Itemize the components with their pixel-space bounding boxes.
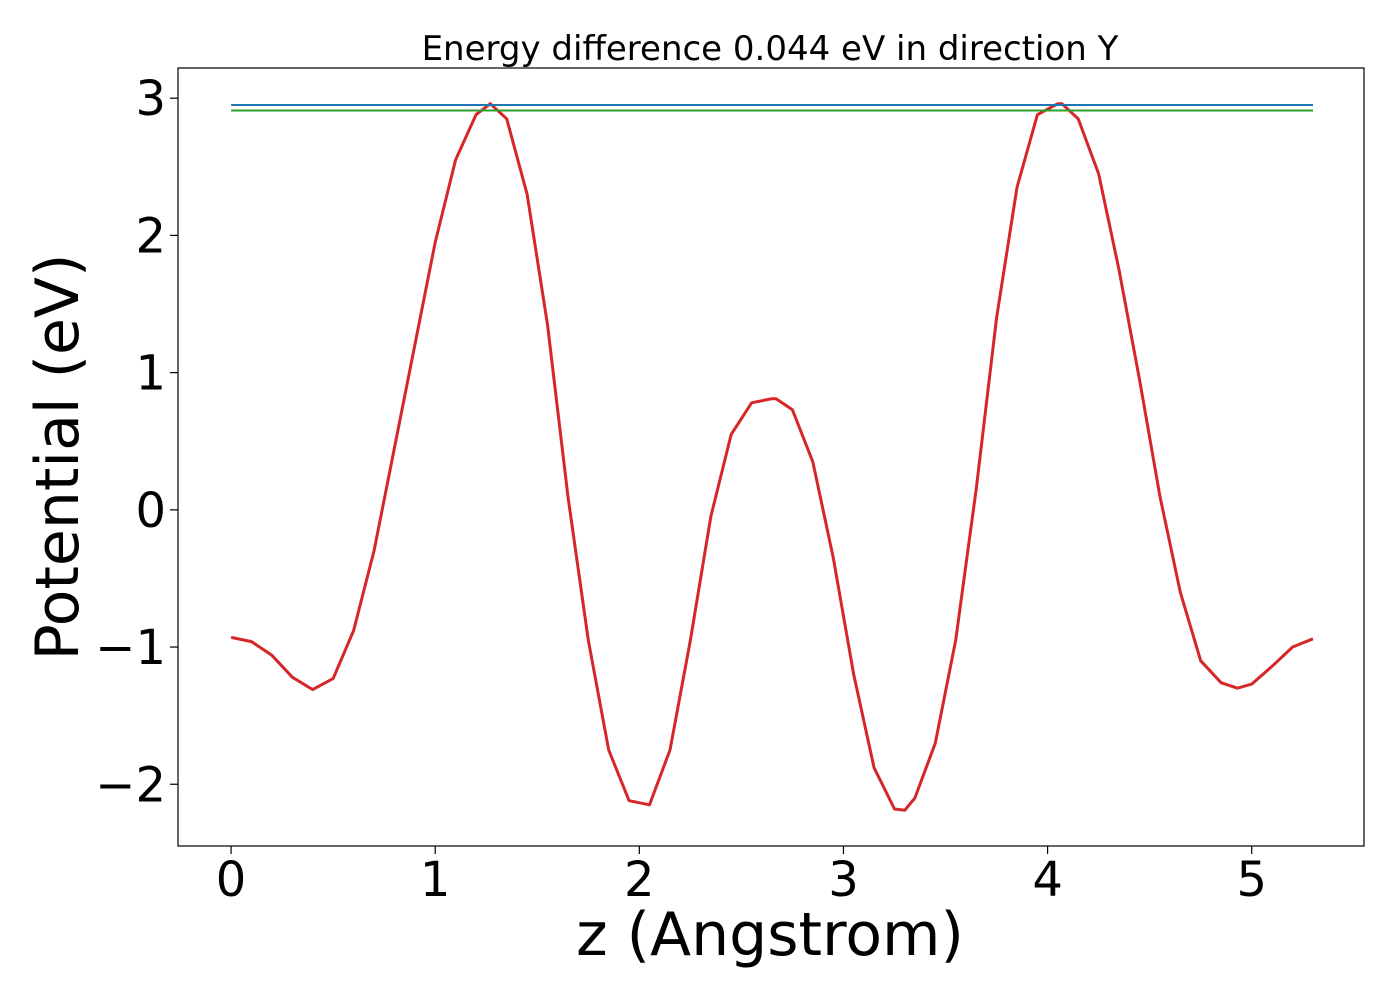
y-tick-label: −2 bbox=[95, 757, 166, 813]
x-tick-label: 1 bbox=[420, 852, 451, 908]
y-tick-label: 3 bbox=[135, 71, 166, 127]
y-tick-label: 0 bbox=[135, 483, 166, 539]
x-axis-ticks: 0 1 2 3 4 5 bbox=[216, 846, 1267, 908]
x-tick-label: 0 bbox=[216, 852, 247, 908]
x-tick-label: 5 bbox=[1236, 852, 1267, 908]
y-tick-label: −1 bbox=[95, 620, 166, 676]
x-tick-label: 2 bbox=[624, 852, 655, 908]
y-axis-label: Potential (eV) bbox=[23, 254, 93, 661]
potential-curve-line bbox=[230, 102, 1314, 812]
x-tick-label: 4 bbox=[1032, 852, 1063, 908]
x-axis-label: z (Angstrom) bbox=[576, 900, 964, 970]
y-tick-label: 1 bbox=[135, 346, 166, 402]
y-tick-label: 2 bbox=[135, 208, 166, 264]
plot-area-frame bbox=[177, 67, 1365, 847]
series-layer bbox=[230, 102, 1314, 812]
x-tick-label: 3 bbox=[828, 852, 859, 908]
chart-title: Energy difference 0.044 eV in direction … bbox=[422, 29, 1119, 69]
y-axis-ticks: −2 −1 0 1 2 3 bbox=[95, 71, 178, 813]
